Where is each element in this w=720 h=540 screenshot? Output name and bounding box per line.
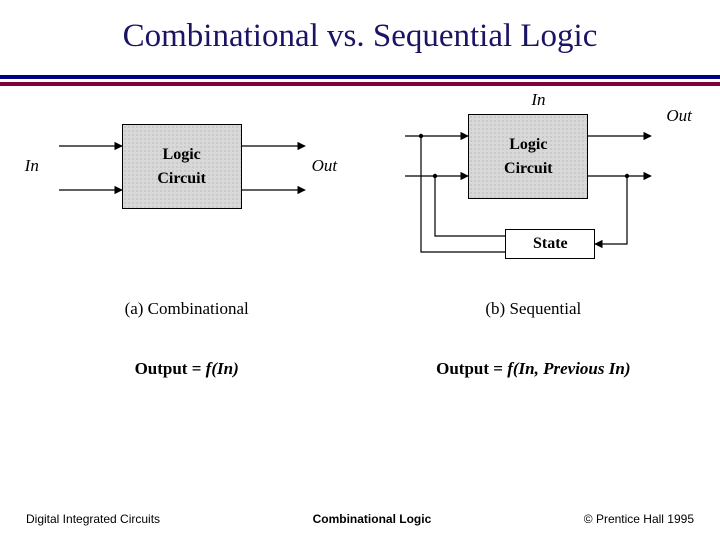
combinational-equation: Output = f(In) <box>135 359 239 379</box>
sequential-canvas: Logic Circuit State In Out <box>363 114 703 289</box>
combinational-canvas: Logic Circuit In Out <box>17 114 357 289</box>
eq-args: (In) <box>211 359 238 378</box>
in-label: In <box>531 90 545 110</box>
logic-box-line1: Logic <box>123 143 241 167</box>
out-label: Out <box>312 156 338 176</box>
footer: Digital Integrated Circuits Combinationa… <box>0 512 720 526</box>
combinational-diagram: Logic Circuit In Out (a) Combinational O… <box>17 114 357 379</box>
in-label: In <box>25 156 39 176</box>
logic-box-line1: Logic <box>469 133 587 157</box>
eq-prefix: Output = <box>135 359 206 378</box>
logic-box-line2: Circuit <box>123 167 241 191</box>
state-box: State <box>505 229 595 259</box>
footer-left: Digital Integrated Circuits <box>26 512 160 526</box>
sequential-equation: Output = f(In, Previous In) <box>436 359 630 379</box>
out-label: Out <box>666 106 692 126</box>
logic-circuit-box: Logic Circuit <box>122 124 242 209</box>
eq-args: (In, Previous In) <box>513 359 631 378</box>
footer-right: © Prentice Hall 1995 <box>584 512 694 526</box>
logic-circuit-box: Logic Circuit <box>468 114 588 199</box>
eq-prefix: Output = <box>436 359 507 378</box>
title-rule <box>0 75 720 86</box>
sequential-diagram: Logic Circuit State In Out (b) Sequentia… <box>363 114 703 379</box>
rule-line-2 <box>0 82 720 86</box>
page-title: Combinational vs. Sequential Logic <box>0 0 720 55</box>
diagrams-row: Logic Circuit In Out (a) Combinational O… <box>0 114 720 379</box>
footer-center: Combinational Logic <box>313 512 432 526</box>
combinational-caption: (a) Combinational <box>125 299 249 319</box>
logic-box-line2: Circuit <box>469 157 587 181</box>
state-label: State <box>533 235 568 253</box>
sequential-caption: (b) Sequential <box>485 299 581 319</box>
